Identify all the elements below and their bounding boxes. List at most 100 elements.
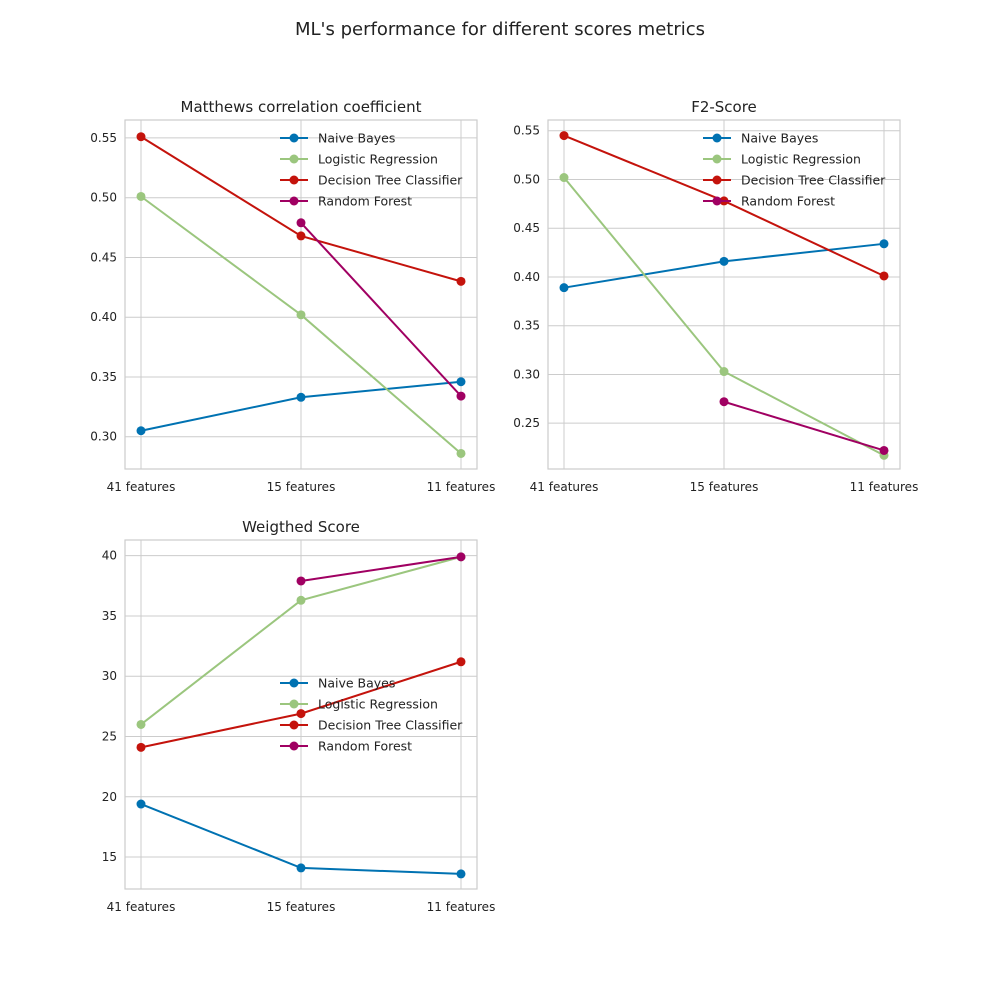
data-point bbox=[719, 256, 729, 266]
legend-item-logistic-regression: Logistic Regression bbox=[703, 152, 861, 167]
data-point bbox=[879, 271, 889, 281]
x-tick-label: 11 features bbox=[427, 900, 496, 914]
legend-marker bbox=[289, 175, 299, 185]
legend-label: Logistic Regression bbox=[318, 152, 438, 167]
x-tick-label: 41 features bbox=[107, 480, 176, 494]
y-tick-label: 0.30 bbox=[513, 367, 540, 381]
legend-label: Random Forest bbox=[318, 194, 412, 209]
y-tick-label: 0.45 bbox=[90, 250, 117, 264]
y-tick-label: 25 bbox=[102, 730, 117, 744]
legend-marker bbox=[289, 741, 299, 751]
data-point bbox=[559, 173, 569, 183]
legend-label: Decision Tree Classifier bbox=[318, 173, 463, 188]
y-tick-label: 0.40 bbox=[513, 270, 540, 284]
x-tick-label: 15 features bbox=[267, 900, 336, 914]
figure-title: ML's performance for different scores me… bbox=[295, 19, 705, 40]
legend: Naive Bayes Logistic Regression Decision T… bbox=[280, 676, 463, 754]
x-tick-label: 11 features bbox=[427, 480, 496, 494]
legend-item-naive-bayes: Naive Bayes bbox=[280, 676, 395, 691]
legend-item-logistic-regression: Logistic Regression bbox=[280, 152, 438, 167]
subplot-title: Weigthed Score bbox=[242, 518, 360, 536]
data-point bbox=[879, 239, 889, 249]
y-tick-label: 0.30 bbox=[90, 430, 117, 444]
legend-marker bbox=[289, 154, 299, 164]
data-point bbox=[296, 863, 306, 873]
subplot-title: F2-Score bbox=[691, 98, 757, 116]
series-decision-tree-classifier bbox=[136, 132, 466, 286]
y-tick-label: 0.35 bbox=[513, 319, 540, 333]
data-point bbox=[456, 448, 466, 458]
legend-marker bbox=[289, 720, 299, 730]
data-point bbox=[296, 392, 306, 402]
legend-item-decision-tree-classifier: Decision Tree Classifier bbox=[703, 173, 886, 188]
subplot-weighted-score: Weigthed Score 15 20 25 30 35 40 41 features 15 … bbox=[102, 518, 496, 914]
data-point bbox=[136, 426, 146, 436]
series-decision-tree-classifier bbox=[136, 657, 466, 752]
data-point bbox=[296, 231, 306, 241]
x-tick-label: 41 features bbox=[530, 480, 599, 494]
legend-marker bbox=[289, 699, 299, 709]
legend-item-decision-tree-classifier: Decision Tree Classifier bbox=[280, 718, 463, 733]
data-point bbox=[136, 191, 146, 201]
legend-label: Decision Tree Classifier bbox=[318, 718, 463, 733]
x-tick-label: 15 features bbox=[267, 480, 336, 494]
legend-label: Naive Bayes bbox=[741, 131, 818, 146]
y-tick-label: 20 bbox=[102, 790, 117, 804]
legend: Naive Bayes Logistic Regression Decision T… bbox=[703, 131, 886, 209]
data-point bbox=[559, 131, 569, 141]
legend-item-decision-tree-classifier: Decision Tree Classifier bbox=[280, 173, 463, 188]
y-tick-label: 15 bbox=[102, 850, 117, 864]
legend-label: Naive Bayes bbox=[318, 131, 395, 146]
y-tick-label: 0.50 bbox=[90, 191, 117, 205]
y-tick-label: 0.25 bbox=[513, 416, 540, 430]
data-point bbox=[296, 218, 306, 228]
data-point bbox=[136, 132, 146, 142]
legend-item-naive-bayes: Naive Bayes bbox=[703, 131, 818, 146]
y-tick-label: 0.40 bbox=[90, 310, 117, 324]
axes-frame bbox=[124, 119, 478, 470]
series-line bbox=[723, 400, 885, 452]
legend-item-logistic-regression: Logistic Regression bbox=[280, 697, 438, 712]
series-random-forest bbox=[719, 397, 889, 455]
legend-marker bbox=[289, 678, 299, 688]
data-point bbox=[296, 595, 306, 605]
axes-frame bbox=[124, 539, 478, 890]
x-tick-label: 41 features bbox=[107, 900, 176, 914]
data-point bbox=[136, 742, 146, 752]
series-naive-bayes bbox=[136, 799, 466, 879]
legend-marker bbox=[289, 133, 299, 143]
y-tick-label: 0.50 bbox=[513, 172, 540, 186]
series-line bbox=[300, 555, 462, 582]
legend-item-random-forest: Random Forest bbox=[280, 739, 412, 754]
data-point bbox=[456, 377, 466, 387]
y-tick-label: 30 bbox=[102, 669, 117, 683]
legend-item-random-forest: Random Forest bbox=[280, 194, 412, 209]
data-point bbox=[296, 310, 306, 320]
y-tick-label: 0.55 bbox=[90, 131, 117, 145]
data-point bbox=[456, 869, 466, 879]
data-point bbox=[456, 276, 466, 286]
data-point bbox=[136, 799, 146, 809]
data-point bbox=[559, 283, 569, 293]
y-tick-label: 35 bbox=[102, 609, 117, 623]
legend-marker bbox=[289, 196, 299, 206]
series-random-forest bbox=[296, 552, 466, 586]
subplot-f2-score: F2-Score 0.25 0.30 0.35 0.40 0.45 0.50 0.55 41 f… bbox=[513, 98, 918, 494]
data-point bbox=[456, 657, 466, 667]
legend-item-random-forest: Random Forest bbox=[703, 194, 835, 209]
subplot-mcc: Matthews correlation coefficient 0.30 0.35… bbox=[90, 98, 495, 494]
subplot-title: Matthews correlation coefficient bbox=[181, 98, 422, 116]
series-logistic-regression bbox=[136, 191, 466, 458]
legend-label: Random Forest bbox=[318, 739, 412, 754]
x-tick-label: 15 features bbox=[690, 480, 759, 494]
data-point bbox=[719, 367, 729, 377]
legend-label: Decision Tree Classifier bbox=[741, 173, 886, 188]
legend-item-naive-bayes: Naive Bayes bbox=[280, 131, 395, 146]
y-tick-label: 40 bbox=[102, 549, 117, 563]
data-point bbox=[136, 719, 146, 729]
series-random-forest bbox=[296, 218, 466, 401]
data-point bbox=[296, 576, 306, 586]
data-point bbox=[296, 709, 306, 719]
legend-marker bbox=[712, 175, 722, 185]
